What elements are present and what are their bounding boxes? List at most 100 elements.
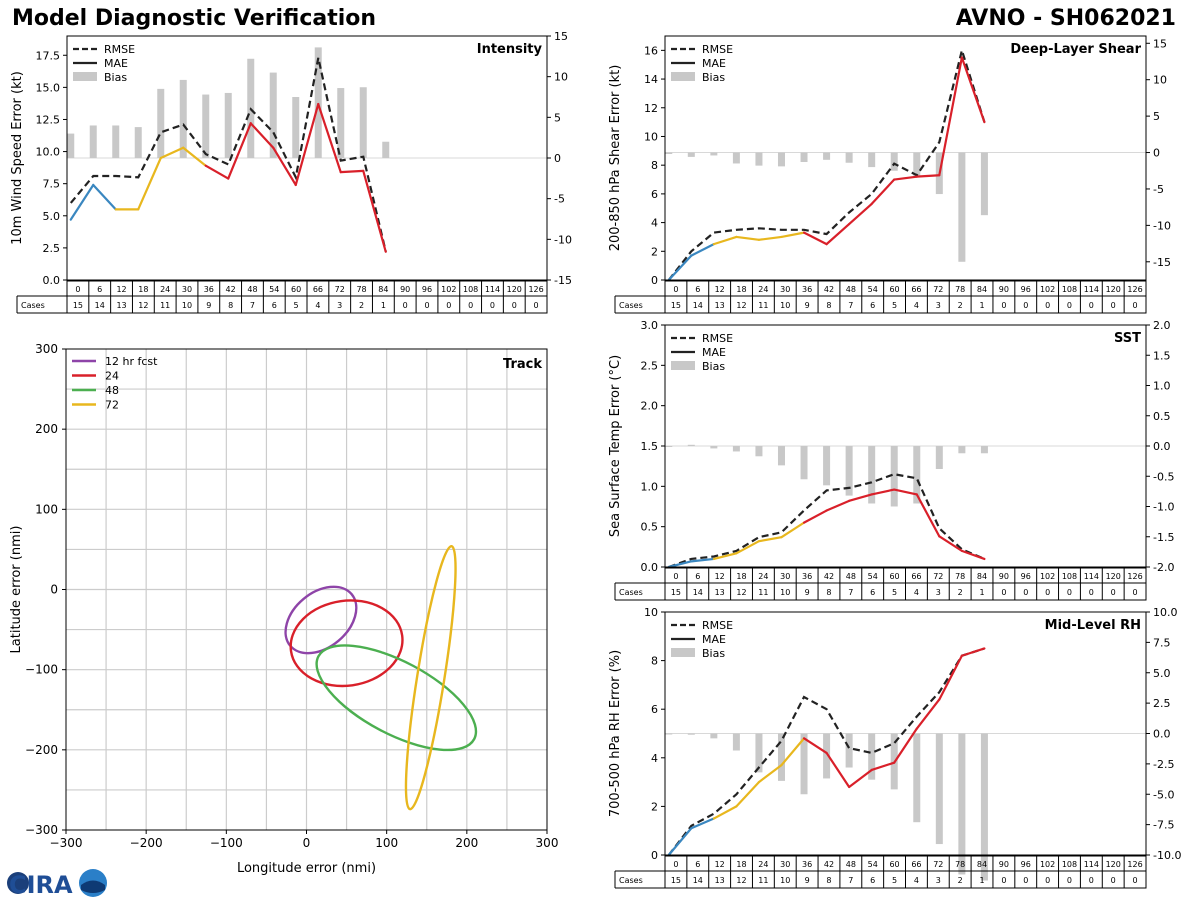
intensity-title: Intensity [477, 42, 543, 57]
sst-bias-bar [755, 446, 763, 457]
midrh-bias-bar [755, 733, 763, 773]
intensity-mae-segment [92, 183, 117, 211]
leadtime-cell: 60 [889, 285, 899, 294]
cases-cell: 11 [160, 301, 170, 310]
sst-bias-bar [958, 446, 966, 454]
cases-cell: 7 [848, 876, 853, 885]
leadtime-cell: 96 [1021, 285, 1031, 294]
sst-y2tick-label: 1.5 [1153, 349, 1171, 362]
cases-cell: 0 [1067, 588, 1072, 597]
track-legend-label: 12 hr fcst [105, 355, 158, 368]
cases-cell: 0 [1045, 876, 1050, 885]
midrh-cases-table: Cases01561412131812241130103694284875466… [614, 855, 1147, 889]
shear-title: Deep-Layer Shear [1010, 42, 1141, 57]
midrh-ylabel: 700-500 hPa RH Error (%) [608, 650, 623, 817]
sst-mae-segment [667, 560, 693, 569]
cases-cell: 13 [116, 301, 126, 310]
leadtime-cell: 24 [758, 860, 768, 869]
page-title: Model Diagnostic Verification [12, 6, 377, 31]
cases-cell: 0 [534, 301, 539, 310]
cases-cell: 10 [182, 301, 192, 310]
cases-cell: 0 [512, 301, 517, 310]
sst-ytick-label: 3.0 [641, 319, 659, 332]
sst-bias-bar [868, 446, 876, 504]
cases-cell: 8 [228, 301, 233, 310]
cases-cell: 0 [1045, 301, 1050, 310]
track-ytick-label: −100 [25, 663, 58, 677]
intensity-ytick-label: 5.0 [43, 210, 61, 223]
cases-cell: 12 [736, 301, 746, 310]
shear-mae-segment [667, 254, 693, 282]
cases-cell: 7 [250, 301, 255, 310]
leadtime-cell: 42 [824, 860, 834, 869]
cases-cell: 1 [979, 876, 984, 885]
midrh-bias-bar [980, 733, 988, 881]
intensity-bias-bar [179, 79, 187, 158]
leadtime-cell: 18 [736, 572, 746, 581]
cases-cell: 3 [936, 876, 941, 885]
sst-bias-bar [800, 446, 808, 480]
cases-cell: 1 [979, 301, 984, 310]
track-legend-label: 72 [105, 399, 119, 412]
intensity-bias-bar [157, 88, 165, 158]
leadtime-cell: 114 [1084, 572, 1099, 581]
leadtime-cell: 12 [116, 285, 126, 294]
sst-ytick-label: 1.0 [641, 480, 659, 493]
leadtime-cell: 6 [97, 285, 102, 294]
midrh-y2tick-label: 7.5 [1153, 636, 1171, 649]
legend-bias-swatch [671, 648, 695, 657]
intensity-mae-segment [339, 169, 365, 174]
cases-cell: 6 [272, 301, 277, 310]
shear-mae-segment [802, 231, 828, 246]
track-ellipse [404, 545, 457, 811]
midrh-ytick-label: 2 [651, 800, 658, 813]
track-xtick-label: 0 [303, 836, 311, 850]
sst-y2tick-label: -0.5 [1153, 470, 1174, 483]
leadtime-cell: 72 [933, 572, 943, 581]
intensity-bias-bar [224, 92, 232, 158]
leadtime-cell: 0 [673, 572, 678, 581]
cira-logo: CIRA [4, 868, 108, 900]
sst-ytick-label: 2.0 [641, 400, 659, 413]
leadtime-cell: 90 [400, 285, 410, 294]
leadtime-cell: 66 [313, 285, 323, 294]
track-ellipse [289, 599, 404, 688]
cases-cell: 14 [95, 301, 105, 310]
leadtime-cell: 102 [1040, 572, 1055, 581]
midrh-panel: 0246810-10.0-7.5-5.0-2.50.02.55.07.510.0… [608, 606, 1181, 889]
midrh-mae-segment [690, 817, 715, 830]
track-ylabel: Latitude error (nmi) [9, 526, 24, 654]
shear-mae-segment [757, 235, 783, 241]
intensity-mae-segment [294, 102, 320, 187]
shear-ytick-label: 0 [651, 274, 658, 287]
shear-ytick-label: 12 [644, 102, 658, 115]
shear-y2tick-label: 0 [1153, 147, 1160, 160]
cases-cell: 11 [758, 588, 768, 597]
shear-mae-segment [960, 56, 986, 124]
leadtime-cell: 42 [824, 572, 834, 581]
shear-rmse-line [667, 46, 986, 281]
leadtime-cell: 102 [1040, 285, 1055, 294]
sst-mae-segment [802, 509, 828, 524]
intensity-y2tick-label: -5 [554, 193, 565, 206]
cases-cell: 0 [1001, 301, 1006, 310]
cases-cell: 14 [693, 301, 703, 310]
intensity-bias-bar [359, 87, 367, 158]
midrh-bias-bar [845, 733, 853, 768]
sst-mae-segment [825, 499, 851, 512]
leadtime-cell: 36 [802, 572, 812, 581]
leadtime-cell: 114 [1084, 285, 1099, 294]
cases-cell: 2 [958, 588, 963, 597]
cases-cell: 3 [936, 588, 941, 597]
intensity-y2tick-label: -10 [554, 233, 572, 246]
leadtime-cell: 6 [695, 285, 700, 294]
leadtime-cell: 18 [736, 285, 746, 294]
cases-label: Cases [619, 301, 643, 310]
legend-rmse-label: RMSE [702, 619, 733, 632]
sst-mae-segment [848, 493, 873, 502]
leadtime-cell: 72 [933, 860, 943, 869]
midrh-y2tick-label: -7.5 [1153, 819, 1174, 832]
leadtime-cell: 78 [356, 285, 366, 294]
sst-y2tick-label: 0.0 [1153, 440, 1171, 453]
noaa-wave-icon [81, 880, 105, 893]
